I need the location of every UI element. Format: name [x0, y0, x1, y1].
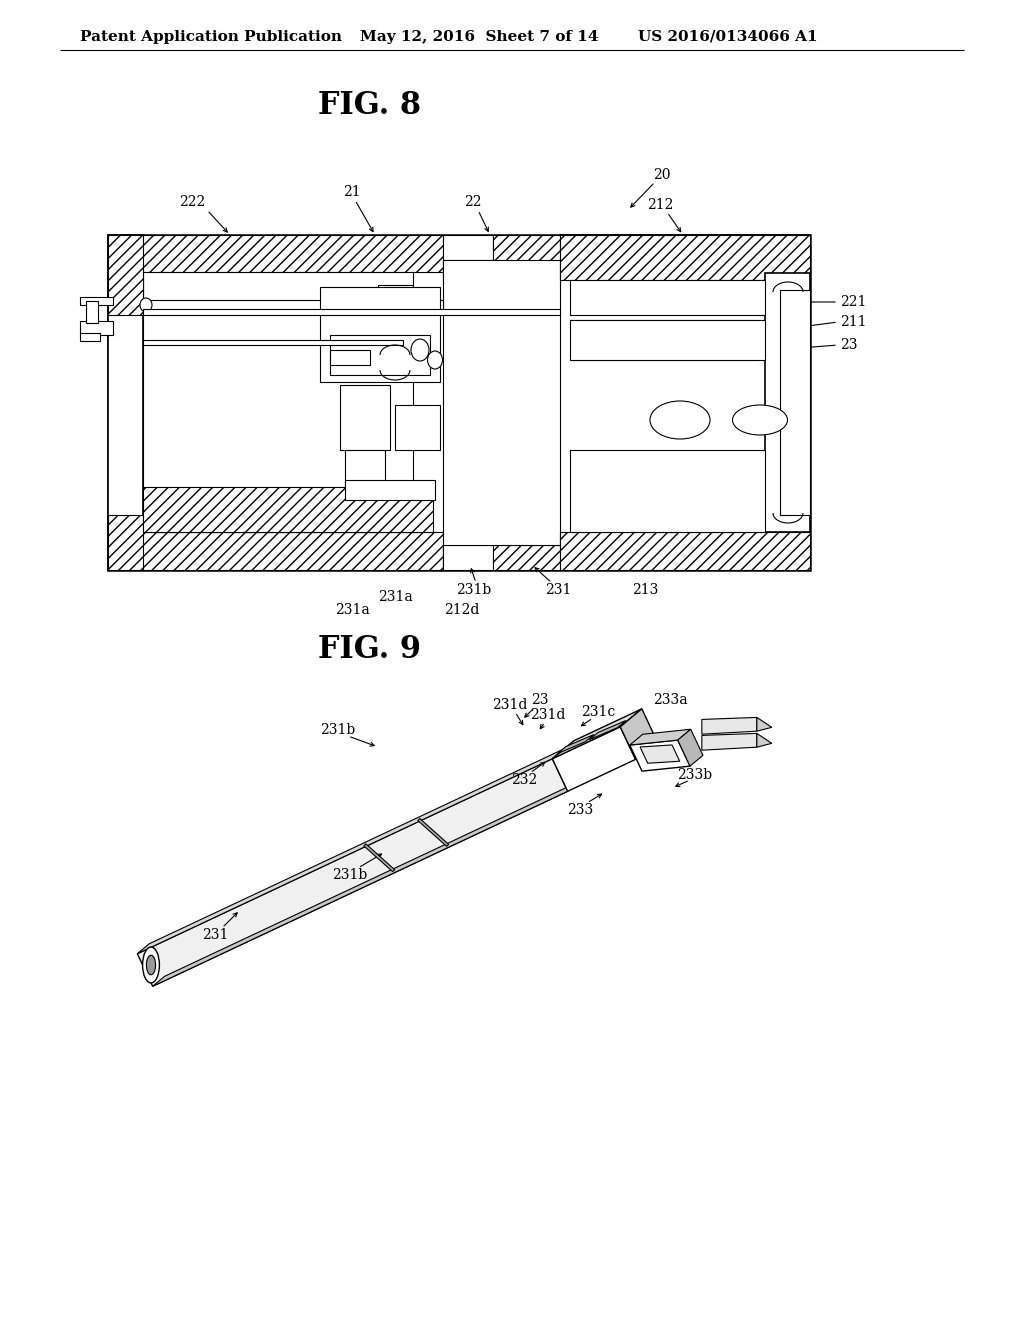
Bar	[443, 260, 560, 285]
Bar	[395, 405, 440, 450]
Ellipse shape	[650, 401, 710, 440]
Polygon shape	[701, 734, 757, 750]
Ellipse shape	[427, 351, 442, 370]
Bar	[378, 285, 413, 315]
Text: 231b: 231b	[333, 869, 368, 882]
Polygon shape	[630, 741, 690, 771]
Text: 213: 213	[632, 583, 658, 597]
Polygon shape	[701, 717, 757, 734]
Bar	[108, 235, 810, 570]
Bar	[560, 235, 810, 280]
Bar	[493, 545, 560, 570]
Bar	[560, 235, 810, 570]
Text: 231: 231	[202, 928, 228, 942]
Text: 231a: 231a	[335, 603, 370, 616]
Bar	[560, 532, 810, 570]
Text: May 12, 2016  Sheet 7 of 14: May 12, 2016 Sheet 7 of 14	[360, 30, 598, 44]
Text: 21: 21	[343, 185, 360, 199]
Bar	[143, 487, 433, 532]
Bar	[108, 235, 143, 315]
Bar	[80, 333, 100, 341]
Text: 231d: 231d	[530, 708, 565, 722]
Ellipse shape	[411, 339, 429, 360]
Text: 212d: 212d	[444, 603, 479, 616]
Polygon shape	[630, 729, 691, 744]
Bar	[80, 321, 113, 335]
Text: Patent Application Publication: Patent Application Publication	[80, 30, 342, 44]
Bar	[108, 532, 443, 570]
Bar	[378, 310, 398, 335]
Bar	[443, 235, 493, 260]
Polygon shape	[137, 759, 567, 986]
Polygon shape	[621, 709, 657, 759]
Polygon shape	[418, 818, 449, 846]
Ellipse shape	[142, 946, 160, 983]
Bar	[330, 335, 430, 375]
Text: 231b: 231b	[321, 723, 355, 737]
Text: FIG. 9: FIG. 9	[318, 635, 422, 665]
Bar	[80, 297, 113, 305]
Ellipse shape	[732, 405, 787, 436]
Text: 211: 211	[840, 315, 866, 329]
Bar	[319, 286, 440, 381]
Polygon shape	[153, 781, 580, 986]
Polygon shape	[757, 734, 772, 747]
Bar	[108, 515, 143, 570]
Bar	[570, 280, 765, 315]
Text: 212: 212	[647, 198, 673, 213]
Bar	[143, 309, 560, 315]
Text: FIG. 8: FIG. 8	[318, 90, 422, 120]
Bar	[780, 290, 810, 515]
Text: US 2016/0134066 A1: US 2016/0134066 A1	[638, 30, 817, 44]
Text: 222: 222	[179, 195, 205, 209]
Polygon shape	[757, 717, 772, 731]
Bar	[345, 450, 385, 484]
Polygon shape	[590, 721, 626, 739]
Polygon shape	[552, 709, 642, 759]
Bar	[108, 235, 143, 570]
Bar	[570, 319, 765, 360]
Polygon shape	[364, 843, 394, 871]
Polygon shape	[557, 734, 594, 754]
Text: 22: 22	[464, 195, 481, 209]
Bar	[493, 235, 560, 285]
Text: 221: 221	[840, 294, 866, 309]
Bar	[143, 272, 413, 532]
Polygon shape	[640, 744, 680, 763]
Text: 232: 232	[511, 774, 538, 787]
Ellipse shape	[140, 298, 152, 312]
Bar	[443, 545, 493, 570]
Text: 231a: 231a	[378, 590, 413, 605]
Bar	[86, 301, 98, 323]
Polygon shape	[552, 727, 636, 791]
Text: 233b: 233b	[678, 768, 713, 781]
Text: 20: 20	[653, 168, 671, 182]
Bar	[345, 480, 435, 500]
Bar	[765, 273, 810, 532]
Polygon shape	[137, 748, 564, 954]
Polygon shape	[678, 729, 702, 766]
Text: 231: 231	[545, 583, 571, 597]
Bar	[108, 235, 443, 272]
Bar	[443, 260, 560, 545]
Bar	[143, 341, 403, 345]
Text: 231c: 231c	[581, 705, 615, 719]
Ellipse shape	[146, 956, 156, 974]
Bar	[570, 450, 765, 532]
Text: 231d: 231d	[493, 698, 527, 711]
Bar	[340, 385, 390, 450]
Text: 231b: 231b	[457, 583, 492, 597]
Bar	[330, 350, 370, 366]
Text: 23: 23	[531, 693, 549, 708]
Bar	[143, 300, 443, 310]
Text: 233: 233	[567, 803, 593, 817]
Bar	[443, 545, 560, 570]
Text: 233a: 233a	[652, 693, 687, 708]
Text: 23: 23	[840, 338, 857, 352]
